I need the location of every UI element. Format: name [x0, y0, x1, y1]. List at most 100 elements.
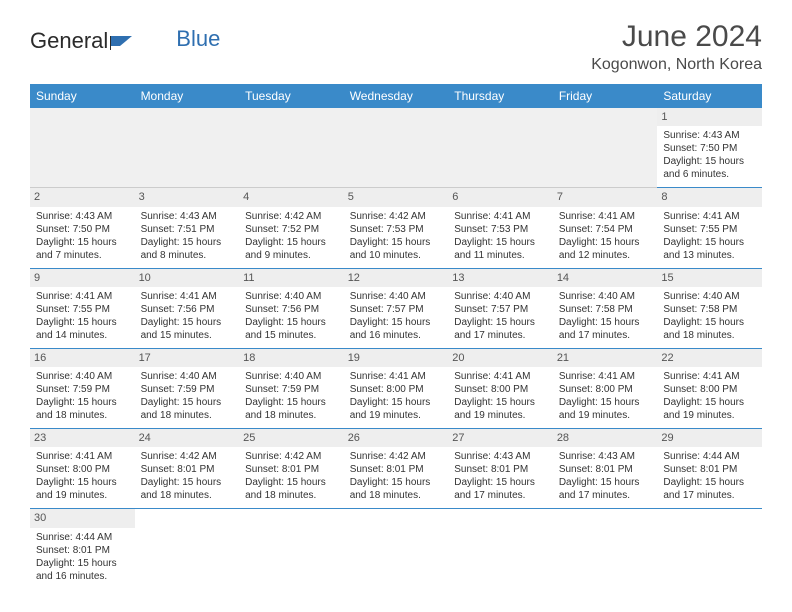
daylight-text: Daylight: 15 hours [559, 476, 652, 489]
day-header: Sunday [30, 84, 135, 108]
day-number: 7 [553, 188, 658, 206]
calendar-day-cell: 30Sunrise: 4:44 AMSunset: 8:01 PMDayligh… [30, 509, 135, 589]
calendar-day-cell: 12Sunrise: 4:40 AMSunset: 7:57 PMDayligh… [344, 268, 449, 348]
daylight-text: and 18 minutes. [663, 329, 756, 342]
sunset-text: Sunset: 7:58 PM [559, 303, 652, 316]
sunset-text: Sunset: 7:56 PM [245, 303, 338, 316]
calendar-day-cell: 15Sunrise: 4:40 AMSunset: 7:58 PMDayligh… [657, 268, 762, 348]
calendar-day-cell: 8Sunrise: 4:41 AMSunset: 7:55 PMDaylight… [657, 188, 762, 268]
sunrise-text: Sunrise: 4:43 AM [559, 450, 652, 463]
daylight-text: and 7 minutes. [36, 249, 129, 262]
sunset-text: Sunset: 8:01 PM [454, 463, 547, 476]
sunset-text: Sunset: 7:53 PM [350, 223, 443, 236]
calendar-day-cell [135, 108, 240, 188]
sunrise-text: Sunrise: 4:43 AM [141, 210, 234, 223]
daylight-text: Daylight: 15 hours [245, 316, 338, 329]
calendar-day-cell [448, 108, 553, 188]
daylight-text: Daylight: 15 hours [36, 236, 129, 249]
day-number: 17 [135, 349, 240, 367]
sunset-text: Sunset: 8:01 PM [141, 463, 234, 476]
sunrise-text: Sunrise: 4:42 AM [245, 450, 338, 463]
daylight-text: Daylight: 15 hours [245, 236, 338, 249]
daylight-text: and 17 minutes. [663, 489, 756, 502]
daylight-text: and 17 minutes. [454, 329, 547, 342]
sunset-text: Sunset: 8:00 PM [663, 383, 756, 396]
day-number: 15 [657, 269, 762, 287]
calendar-day-cell: 23Sunrise: 4:41 AMSunset: 8:00 PMDayligh… [30, 429, 135, 509]
day-number: 22 [657, 349, 762, 367]
sunset-text: Sunset: 7:58 PM [663, 303, 756, 316]
day-number: 4 [239, 188, 344, 206]
calendar-day-cell [553, 509, 658, 589]
day-number: 14 [553, 269, 658, 287]
daylight-text: Daylight: 15 hours [350, 476, 443, 489]
sunrise-text: Sunrise: 4:41 AM [36, 450, 129, 463]
sunset-text: Sunset: 7:59 PM [36, 383, 129, 396]
daylight-text: Daylight: 15 hours [245, 396, 338, 409]
daylight-text: and 11 minutes. [454, 249, 547, 262]
daylight-text: Daylight: 15 hours [350, 396, 443, 409]
calendar-day-cell: 10Sunrise: 4:41 AMSunset: 7:56 PMDayligh… [135, 268, 240, 348]
sunrise-text: Sunrise: 4:40 AM [663, 290, 756, 303]
day-number: 11 [239, 269, 344, 287]
daylight-text: Daylight: 15 hours [350, 316, 443, 329]
sunrise-text: Sunrise: 4:44 AM [36, 531, 129, 544]
calendar-day-cell: 6Sunrise: 4:41 AMSunset: 7:53 PMDaylight… [448, 188, 553, 268]
daylight-text: Daylight: 15 hours [36, 316, 129, 329]
daylight-text: Daylight: 15 hours [141, 396, 234, 409]
daylight-text: Daylight: 15 hours [663, 236, 756, 249]
daylight-text: Daylight: 15 hours [141, 236, 234, 249]
calendar-week-row: 1Sunrise: 4:43 AMSunset: 7:50 PMDaylight… [30, 108, 762, 188]
daylight-text: and 13 minutes. [663, 249, 756, 262]
daylight-text: and 16 minutes. [350, 329, 443, 342]
sunset-text: Sunset: 7:50 PM [36, 223, 129, 236]
calendar-body: 1Sunrise: 4:43 AMSunset: 7:50 PMDaylight… [30, 108, 762, 589]
sunrise-text: Sunrise: 4:43 AM [663, 129, 756, 142]
sunrise-text: Sunrise: 4:41 AM [559, 370, 652, 383]
daylight-text: and 19 minutes. [350, 409, 443, 422]
sunrise-text: Sunrise: 4:42 AM [141, 450, 234, 463]
daylight-text: Daylight: 15 hours [141, 476, 234, 489]
day-number: 8 [657, 188, 762, 206]
daylight-text: Daylight: 15 hours [663, 476, 756, 489]
sunrise-text: Sunrise: 4:40 AM [141, 370, 234, 383]
sunrise-text: Sunrise: 4:40 AM [559, 290, 652, 303]
daylight-text: and 18 minutes. [245, 409, 338, 422]
day-number: 13 [448, 269, 553, 287]
daylight-text: and 18 minutes. [141, 489, 234, 502]
sunrise-text: Sunrise: 4:40 AM [245, 290, 338, 303]
sunrise-text: Sunrise: 4:42 AM [245, 210, 338, 223]
sunset-text: Sunset: 8:00 PM [36, 463, 129, 476]
daylight-text: and 9 minutes. [245, 249, 338, 262]
sunrise-text: Sunrise: 4:41 AM [663, 370, 756, 383]
calendar-day-cell [135, 509, 240, 589]
daylight-text: and 19 minutes. [559, 409, 652, 422]
daylight-text: Daylight: 15 hours [350, 236, 443, 249]
day-number: 29 [657, 429, 762, 447]
calendar-day-cell [30, 108, 135, 188]
sunset-text: Sunset: 7:54 PM [559, 223, 652, 236]
day-number: 1 [657, 108, 762, 126]
daylight-text: Daylight: 15 hours [559, 236, 652, 249]
sunset-text: Sunset: 7:50 PM [663, 142, 756, 155]
calendar-day-cell [344, 509, 449, 589]
sunset-text: Sunset: 7:55 PM [663, 223, 756, 236]
calendar-day-cell: 17Sunrise: 4:40 AMSunset: 7:59 PMDayligh… [135, 348, 240, 428]
daylight-text: and 18 minutes. [36, 409, 129, 422]
sunset-text: Sunset: 7:53 PM [454, 223, 547, 236]
calendar-day-cell: 26Sunrise: 4:42 AMSunset: 8:01 PMDayligh… [344, 429, 449, 509]
sunrise-text: Sunrise: 4:41 AM [454, 210, 547, 223]
daylight-text: and 16 minutes. [36, 570, 129, 583]
day-number: 25 [239, 429, 344, 447]
sunset-text: Sunset: 7:57 PM [350, 303, 443, 316]
sunrise-text: Sunrise: 4:41 AM [141, 290, 234, 303]
calendar-day-cell: 13Sunrise: 4:40 AMSunset: 7:57 PMDayligh… [448, 268, 553, 348]
daylight-text: and 17 minutes. [454, 489, 547, 502]
sunrise-text: Sunrise: 4:40 AM [36, 370, 129, 383]
calendar-day-cell: 24Sunrise: 4:42 AMSunset: 8:01 PMDayligh… [135, 429, 240, 509]
sunrise-text: Sunrise: 4:41 AM [350, 370, 443, 383]
calendar-week-row: 2Sunrise: 4:43 AMSunset: 7:50 PMDaylight… [30, 188, 762, 268]
sunset-text: Sunset: 8:01 PM [36, 544, 129, 557]
sunset-text: Sunset: 7:55 PM [36, 303, 129, 316]
daylight-text: and 18 minutes. [141, 409, 234, 422]
